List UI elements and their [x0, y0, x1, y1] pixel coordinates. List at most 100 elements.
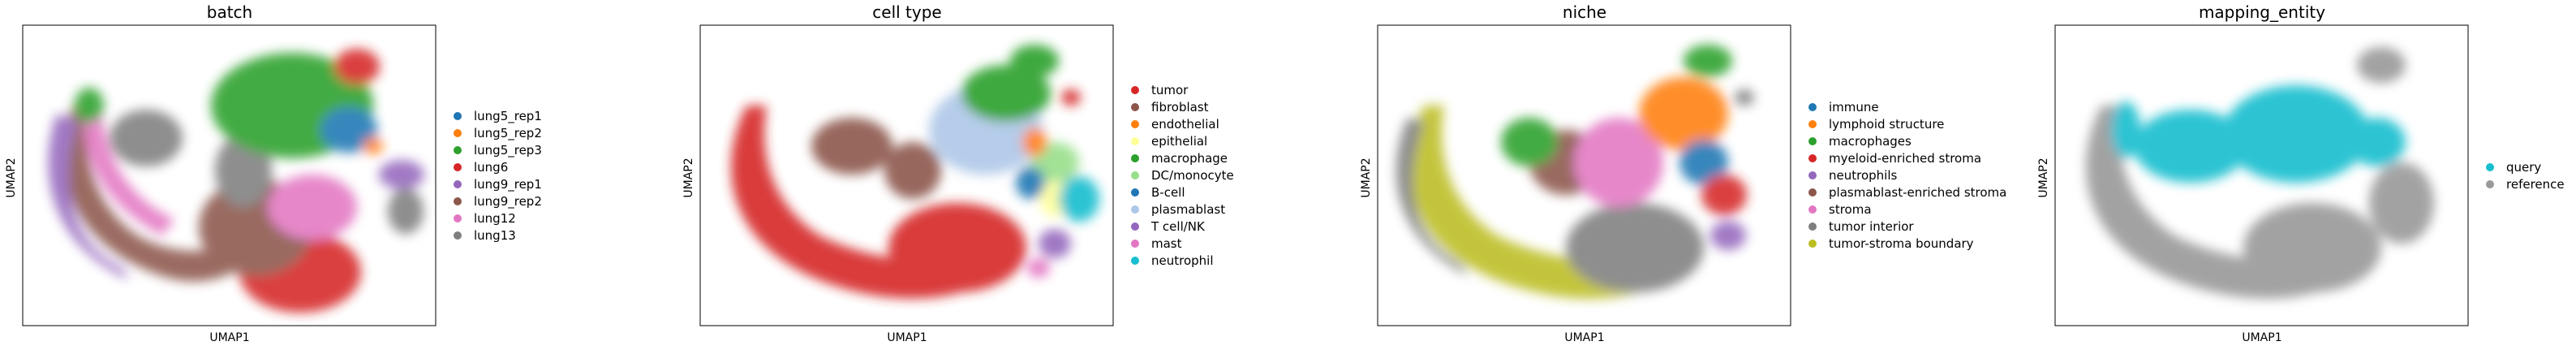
panel-cell-type: cell type UMAP1 UMAP2	[682, 2, 1234, 344]
region-niche-tumor-interior-lower	[1566, 203, 1704, 292]
plot-frame-batch	[22, 24, 437, 326]
legend-marker	[454, 163, 462, 171]
region-niche-myeloid-stroma	[1701, 175, 1747, 215]
region-niche-gray-top	[1735, 89, 1754, 106]
legend-marker	[454, 197, 462, 205]
region-niche-macrophages	[1501, 118, 1558, 166]
legend-marker	[1131, 86, 1139, 94]
region-cell-type-neutrophil	[1059, 176, 1099, 222]
x-axis-label-niche: UMAP1	[1564, 331, 1604, 344]
legend-marker	[2486, 180, 2494, 188]
legend-label: lung12	[474, 211, 516, 226]
region-batch-lung5-rep3-left	[75, 88, 104, 123]
region-batch-arm-outer	[48, 114, 130, 280]
region-mapping-query-center	[2223, 85, 2369, 183]
legend-marker	[1808, 205, 1817, 214]
legend-batch: lung5_rep1 lung5_rep2 lung5_rep3 lung6 l…	[454, 109, 542, 243]
region-niche-macrophages-top	[1684, 45, 1732, 77]
legend-marker	[1131, 257, 1139, 265]
legend-label: tumor interior	[1829, 219, 1914, 234]
region-niche-tumor-interior-arm	[1396, 118, 1469, 276]
legend-label: lung9_rep1	[474, 177, 542, 192]
region-niche-neutrophils	[1710, 221, 1746, 250]
region-mapping-reference-arm	[2085, 106, 2345, 299]
legend-label: lung5_rep1	[474, 109, 542, 124]
region-cell-type-t-cell-nk	[1039, 229, 1071, 258]
region-niche-immune	[1679, 140, 1728, 185]
region-cell-type-tumor-top	[1061, 89, 1081, 106]
umap-embedding-mapping-entity	[2085, 47, 2434, 299]
region-mapping-reference-right	[2369, 162, 2434, 244]
legend-marker	[1808, 223, 1817, 231]
legend-label: stroma	[1829, 202, 1872, 217]
legend-marker	[1131, 154, 1139, 162]
legend-label: neutrophil	[1151, 253, 1214, 268]
legend-marker	[454, 231, 462, 240]
legend-label: lung13	[474, 228, 516, 243]
legend-marker	[1131, 205, 1139, 214]
legend-label: query	[2506, 160, 2541, 175]
legend-label: reference	[2506, 177, 2565, 192]
legend-label: immune	[1829, 100, 1879, 115]
legend-marker	[1131, 103, 1139, 111]
umap-embedding-batch	[48, 49, 424, 313]
panel-title-niche: niche	[1563, 2, 1606, 22]
legend-marker	[1808, 120, 1817, 128]
legend-marker	[1131, 120, 1139, 128]
panel-title-batch: batch	[207, 2, 252, 22]
region-batch-lung13-left	[110, 110, 183, 166]
x-axis-label-cell-type: UMAP1	[887, 331, 927, 344]
legend-label: epithelial	[1151, 134, 1207, 149]
region-mapping-query-arm	[2111, 102, 2140, 158]
legend-cell-type: tumor fibroblast endothelial epithelial …	[1131, 83, 1234, 268]
panel-batch: batch UMAP1 UMAP2	[5, 2, 542, 344]
umap-embedding-cell-type	[730, 45, 1099, 299]
legend-marker	[1131, 171, 1139, 179]
panel-title-mapping-entity: mapping_entity	[2199, 2, 2325, 22]
region-cell-type-tumor-arm	[730, 106, 990, 299]
plot-frame-mapping-entity	[2054, 24, 2469, 326]
legend-label: T cell/NK	[1150, 219, 1206, 234]
region-cell-type-b-cell	[1016, 166, 1045, 199]
legend-marker	[1808, 154, 1817, 162]
legend-label: mast	[1151, 236, 1182, 251]
region-cell-type-mast	[1027, 258, 1050, 278]
legend-label: tumor	[1151, 83, 1189, 97]
region-cell-type-endothelial	[1022, 127, 1047, 157]
region-batch-lung6-top	[334, 49, 380, 84]
legend-label: lung5_rep3	[474, 143, 542, 158]
legend-label: lung5_rep2	[474, 126, 542, 141]
region-batch-lung5-rep1	[320, 107, 377, 153]
region-batch-lung5-rep2	[363, 138, 383, 154]
region-niche-stroma	[1574, 118, 1663, 207]
region-mapping-reference-lower	[2243, 203, 2381, 292]
legend-label: DC/monocyte	[1151, 168, 1234, 183]
legend-marker	[1808, 137, 1817, 145]
legend-marker	[454, 129, 462, 137]
region-mapping-reference-top	[2357, 47, 2406, 83]
legend-marker	[454, 180, 462, 188]
y-axis-label-mapping-entity: UMAP2	[2037, 158, 2050, 197]
region-mapping-query-left	[2134, 110, 2247, 183]
legend-marker	[454, 146, 462, 154]
region-batch-lung13-right	[388, 188, 424, 234]
plot-frame-cell-type	[699, 24, 1114, 326]
legend-label: tumor-stroma boundary	[1829, 236, 1974, 251]
legend-marker	[454, 112, 462, 120]
legend-label: endothelial	[1151, 117, 1219, 132]
legend-label: B-cell	[1151, 185, 1185, 200]
legend-marker	[1808, 103, 1817, 111]
legend-marker	[1808, 171, 1817, 179]
panel-mapping-entity: mapping_entity UMAP1 UMAP2 query	[2037, 2, 2565, 344]
region-batch-lung9-rep1	[379, 160, 424, 189]
legend-marker	[1808, 240, 1817, 248]
legend-marker	[454, 214, 462, 223]
region-cell-type-fibroblast-2	[884, 142, 941, 199]
plot-frame-niche	[1377, 24, 1791, 326]
region-cell-type-tumor-lower	[888, 203, 1026, 292]
legend-marker	[2486, 163, 2494, 171]
panel-title-cell-type: cell type	[872, 2, 941, 22]
region-batch-arm	[62, 106, 268, 282]
panel-niche: niche UMAP1 UMAP2	[1360, 2, 2006, 344]
